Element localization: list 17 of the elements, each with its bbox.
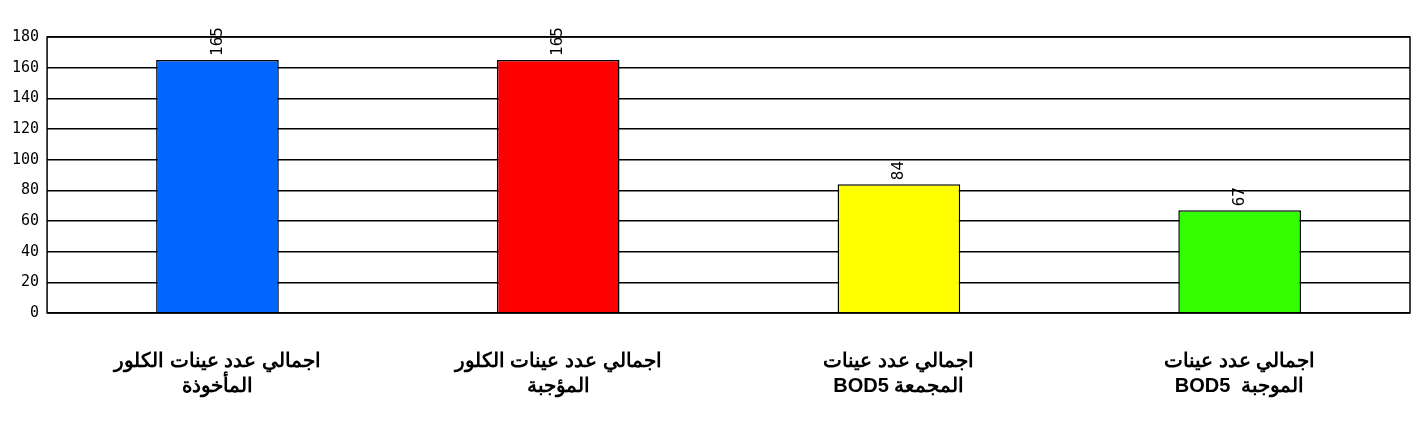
data-label: 165: [547, 27, 567, 56]
y-tick-label: 0: [30, 302, 40, 321]
y-tick-label: 60: [21, 210, 40, 229]
x-tick-label: اجمالي عدد عينات الكلور المأخوذة: [112, 349, 321, 399]
x-tick-label: اجمالي عدد عينات BOD5 المجمعة: [823, 349, 975, 397]
y-tick-label: 180: [12, 26, 40, 45]
y-tick-label: 40: [21, 241, 40, 260]
y-tick-label: 120: [12, 118, 40, 137]
y-tick-label: 20: [21, 272, 40, 291]
y-tick-label: 140: [12, 88, 40, 107]
y-tick-label: 100: [12, 149, 40, 168]
y-tick-label: 80: [21, 180, 40, 199]
x-tick-label: اجمالي عدد عينات BOD5 الموجبة: [1164, 349, 1316, 399]
data-label: 165: [206, 27, 226, 56]
x-tick-label: اجمالي عدد عينات الكلور المؤجبة: [452, 349, 662, 399]
data-label: 84: [888, 160, 908, 181]
y-tick-label: 160: [12, 57, 40, 76]
